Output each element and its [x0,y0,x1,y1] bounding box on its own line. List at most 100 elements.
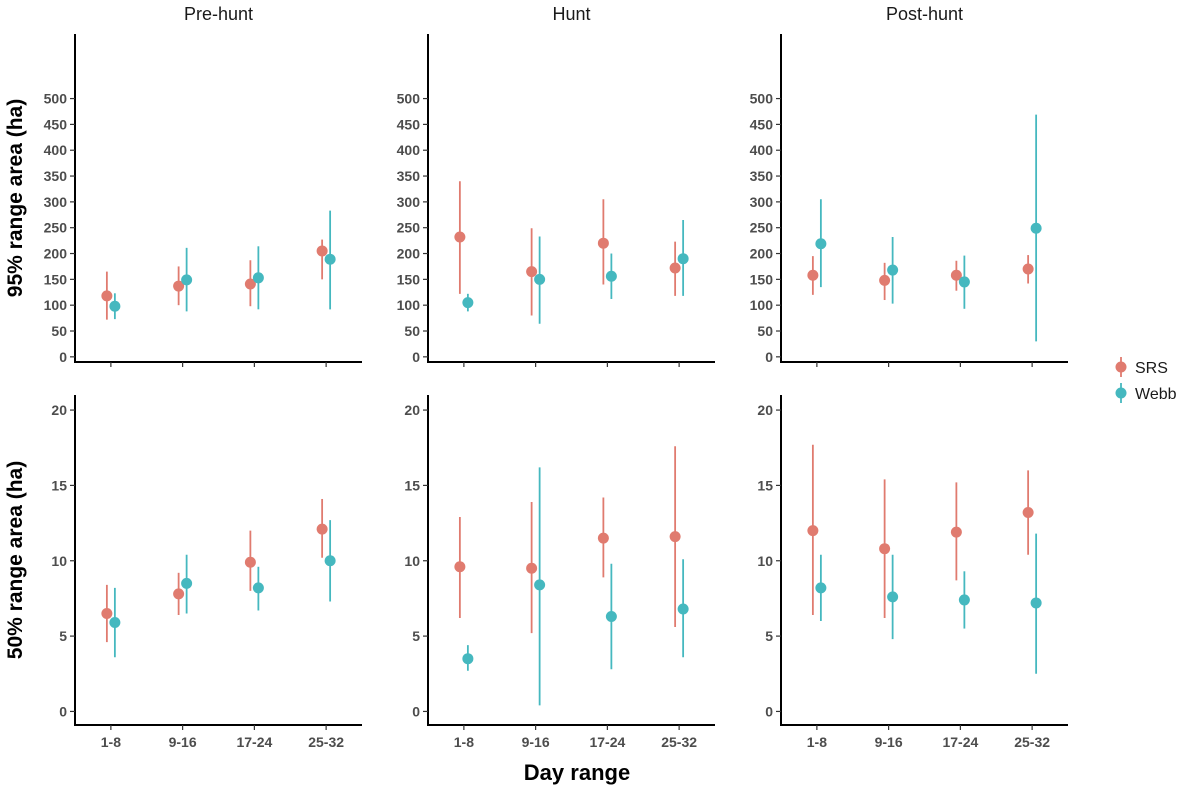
data-point-webb [677,253,689,265]
data-point-webb [109,617,121,629]
y-tick-label: 450 [750,116,774,132]
y-tick-label: 200 [44,246,68,262]
data-point-srs [101,607,113,619]
facet-title-hunt: Hunt [552,4,590,24]
panel-r1-hunt: Hunt 0 50 100 150 200 250 300 350 400 450 500 [397,4,715,367]
data-point-srs [669,262,681,274]
data-point-srs [950,269,962,281]
data-point-srs [807,269,819,281]
y-tick-label: 150 [44,271,68,287]
data-point-webb [605,270,617,282]
legend-label-webb: Webb [1135,386,1177,403]
data-point-srs [173,280,185,292]
y-tick-label: 400 [397,142,421,158]
y-tick-label: 150 [750,271,774,287]
data-point-srs [879,274,891,286]
data-point-webb [324,253,336,265]
x-tick-label: 1-8 [807,734,827,750]
y-tick-label: 50 [404,323,420,339]
y-tick-label: 500 [44,91,68,107]
data-point-srs [807,525,819,537]
y-tick-label: 150 [397,271,421,287]
data-point-srs [244,278,256,290]
data-point-srs [316,523,328,535]
x-tick-label: 25-32 [661,734,697,750]
data-point-webb [534,273,546,285]
data-point-webb [958,276,970,288]
y-tick-label: 0 [59,349,67,365]
data-point-srs [950,526,962,538]
y-tick-label: 10 [404,553,420,569]
data-point-webb [605,611,617,623]
y-tick-label: 0 [412,703,420,719]
y-tick-label: 0 [765,349,773,365]
y-tick-label: 50 [51,323,67,339]
x-tick-label: 1-8 [454,734,474,750]
panel-r2-hunt: 0 5 10 15 20 1-8 9-16 17-24 25-32 [404,395,715,750]
y-tick-label: 300 [44,194,68,210]
y-tick-label: 250 [750,220,774,236]
panel-r1-pre-hunt: Pre-hunt 0 50 100 150 200 250 300 350 400 450 500 [44,4,362,367]
data-point-webb [887,264,899,276]
data-point-srs [244,556,256,568]
y-tick-label: 15 [404,477,420,493]
y-tick-label: 400 [44,142,68,158]
legend-key-point [1115,387,1127,399]
y-tick-label: 350 [44,168,68,184]
data-point-webb [324,555,336,567]
y-tick-label: 500 [750,91,774,107]
y-tick-label: 250 [397,220,421,236]
y-tick-label: 5 [412,628,420,644]
y-tick-label: 10 [757,553,773,569]
data-point-srs [173,588,185,600]
y-tick-label: 0 [765,703,773,719]
data-point-srs [669,531,681,543]
data-point-srs [597,532,609,544]
data-point-srs [1022,507,1034,519]
y-tick-label: 350 [397,168,421,184]
y-tick-label: 200 [750,246,774,262]
data-point-webb [534,579,546,591]
x-tick-label: 9-16 [522,734,550,750]
legend-key-srs [1115,357,1127,377]
data-point-webb [815,582,827,594]
y-tick-label: 20 [404,402,420,418]
data-point-srs [316,245,328,257]
y-tick-label: 15 [51,477,67,493]
panels-layer: 95% range area (ha)Pre-hunt0501001502002… [4,4,1068,750]
facet-title-post-hunt: Post-hunt [886,4,963,24]
x-tick-label: 1-8 [101,734,121,750]
y-tick-label: 0 [59,703,67,719]
legend: SRS Webb [1115,357,1177,403]
data-point-webb [677,603,689,615]
data-point-srs [526,266,538,278]
y-tick-label: 5 [765,628,773,644]
y-tick-label: 20 [51,402,67,418]
y-tick-label: 100 [44,297,68,313]
data-point-webb [462,653,474,665]
x-tick-label: 25-32 [308,734,344,750]
facet-title-pre-hunt: Pre-hunt [184,4,253,24]
x-tick-label: 17-24 [589,734,625,750]
y-tick-label: 350 [750,168,774,184]
legend-key-point [1115,361,1127,373]
data-point-webb [462,297,474,309]
data-point-srs [526,562,538,574]
data-point-webb [252,582,264,594]
y-tick-label: 0 [412,349,420,365]
data-point-webb [109,300,121,312]
legend-label-srs: SRS [1135,360,1168,377]
data-point-webb [252,272,264,284]
y-tick-label: 300 [750,194,774,210]
panel-r1-post-hunt: Post-hunt 0 50 100 150 200 250 300 350 400 450 500 [750,4,1068,367]
data-point-srs [454,561,466,573]
data-point-srs [879,543,891,555]
y-tick-label: 10 [51,553,67,569]
x-tick-label: 17-24 [236,734,272,750]
data-point-srs [1022,263,1034,275]
y-tick-label: 500 [397,91,421,107]
y-tick-label: 20 [757,402,773,418]
y-tick-label: 100 [750,297,774,313]
y-tick-label: 100 [397,297,421,313]
x-tick-label: 25-32 [1014,734,1050,750]
